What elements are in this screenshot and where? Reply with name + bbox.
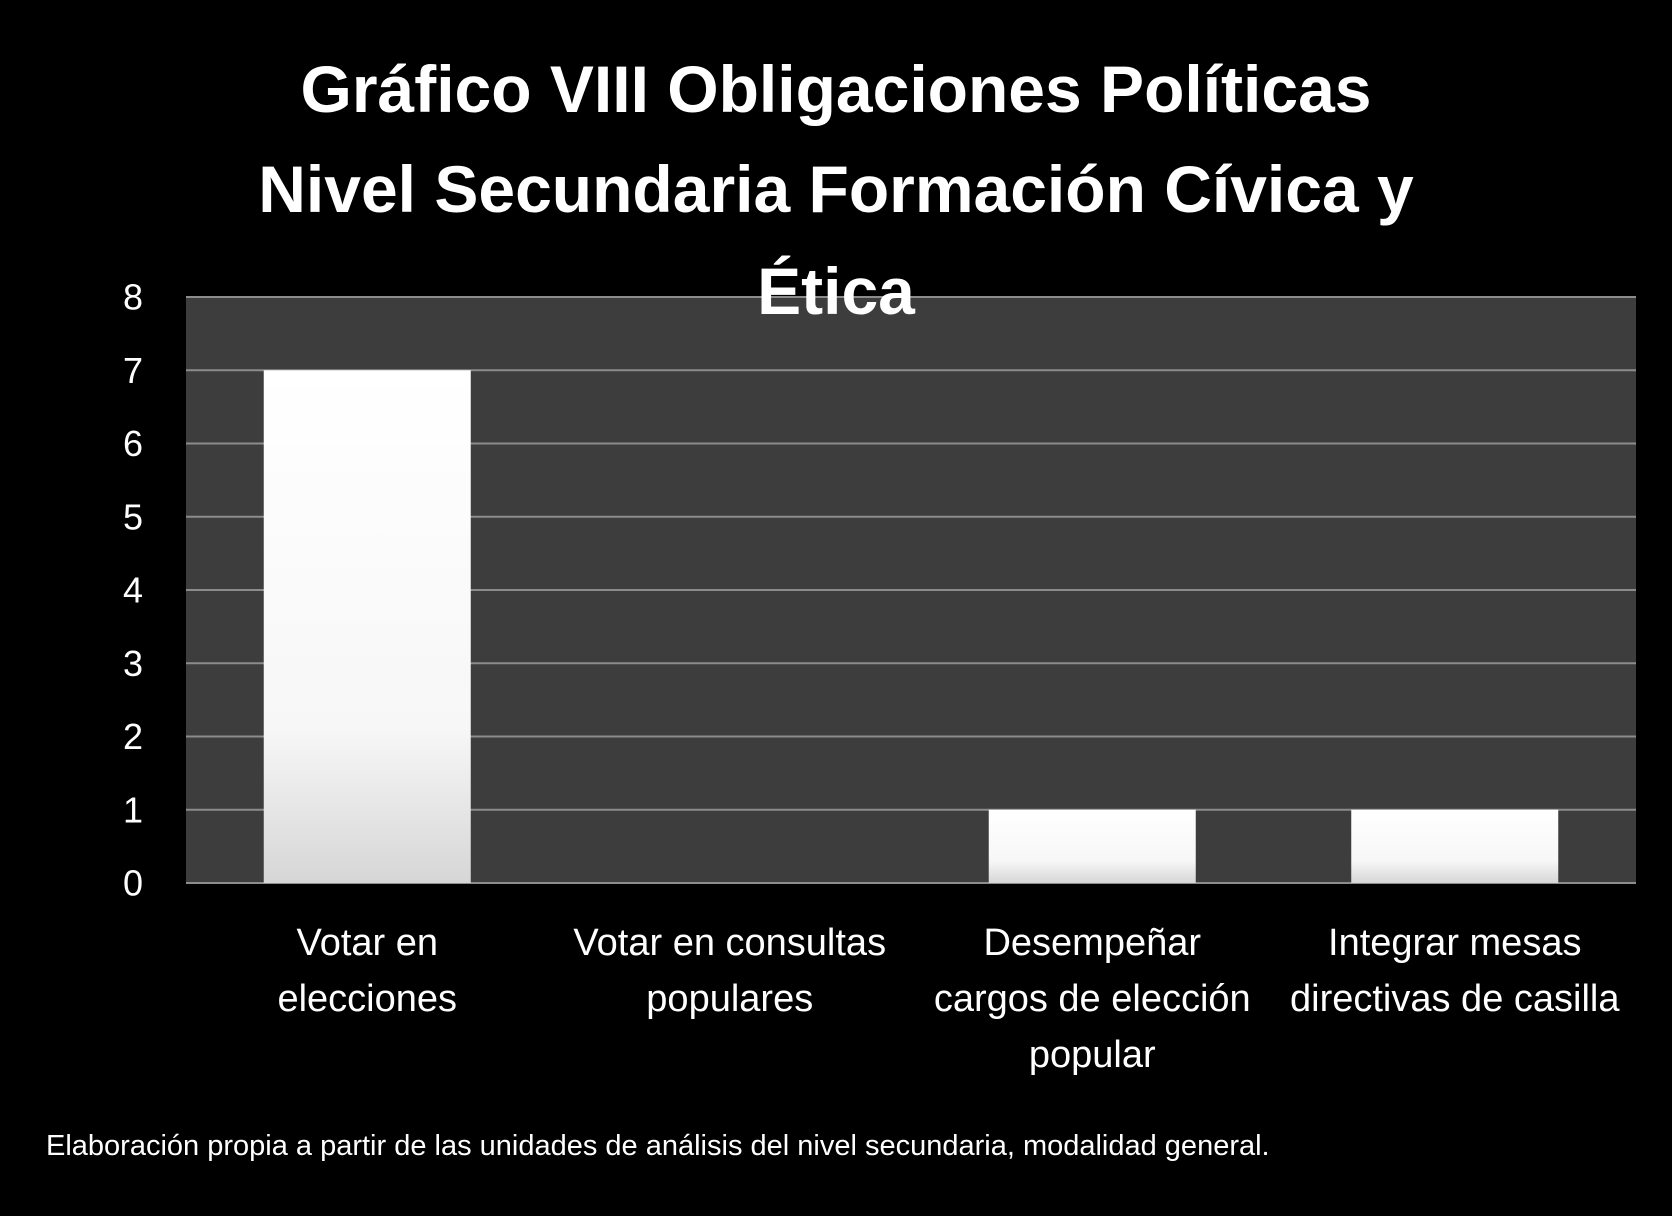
- chart-title-line: Gráfico VIII Obligaciones Políticas: [301, 52, 1372, 126]
- x-category-label-line: cargos de elección: [934, 978, 1251, 1020]
- x-category-label: Integrar mesas directivas de casilla: [1290, 922, 1620, 1020]
- y-tick-label: 6: [123, 423, 143, 464]
- x-category-label-line: Votar en consultas: [573, 922, 886, 964]
- y-tick-label: 1: [123, 789, 143, 830]
- x-category-label-line: popular: [1029, 1034, 1156, 1076]
- chart-title-line: Nivel Secundaria Formación Cívica y: [258, 152, 1414, 226]
- y-tick-label: 2: [123, 716, 143, 757]
- x-category-label: Desempeñar cargos de elección popular: [934, 922, 1251, 1076]
- x-category-label-line: Votar en: [296, 922, 438, 964]
- y-axis-ticks: 0 1 2 3 4 5 6 7 8: [123, 277, 143, 904]
- chart-title: Gráfico VIII Obligaciones Políticas Nivel…: [258, 52, 1414, 328]
- x-category-label-line: populares: [646, 978, 813, 1020]
- y-tick-label: 3: [123, 643, 143, 684]
- x-category-label: Votar en elecciones: [277, 922, 457, 1020]
- x-category-label-line: directivas de casilla: [1290, 978, 1620, 1020]
- y-tick-label: 4: [123, 570, 143, 611]
- x-category-label-line: elecciones: [277, 978, 457, 1020]
- y-tick-label: 5: [123, 496, 143, 537]
- bar: [1351, 809, 1559, 883]
- x-category-label-line: Integrar mesas: [1328, 922, 1581, 964]
- y-tick-label: 7: [123, 350, 143, 391]
- bars: [263, 370, 1559, 883]
- y-tick-label: 0: [123, 863, 143, 904]
- y-tick-label: 8: [123, 277, 143, 318]
- bar: [988, 809, 1196, 883]
- chart-title-line: Ética: [757, 254, 916, 328]
- x-category-label: Votar en consultas populares: [573, 922, 886, 1020]
- x-axis-labels: Votar en elecciones Votar en consultas popu…: [277, 922, 1620, 1076]
- source-note: Elaboración propia a partir de las unida…: [46, 1130, 1270, 1162]
- bar: [263, 370, 471, 883]
- x-category-label-line: Desempeñar: [983, 922, 1201, 964]
